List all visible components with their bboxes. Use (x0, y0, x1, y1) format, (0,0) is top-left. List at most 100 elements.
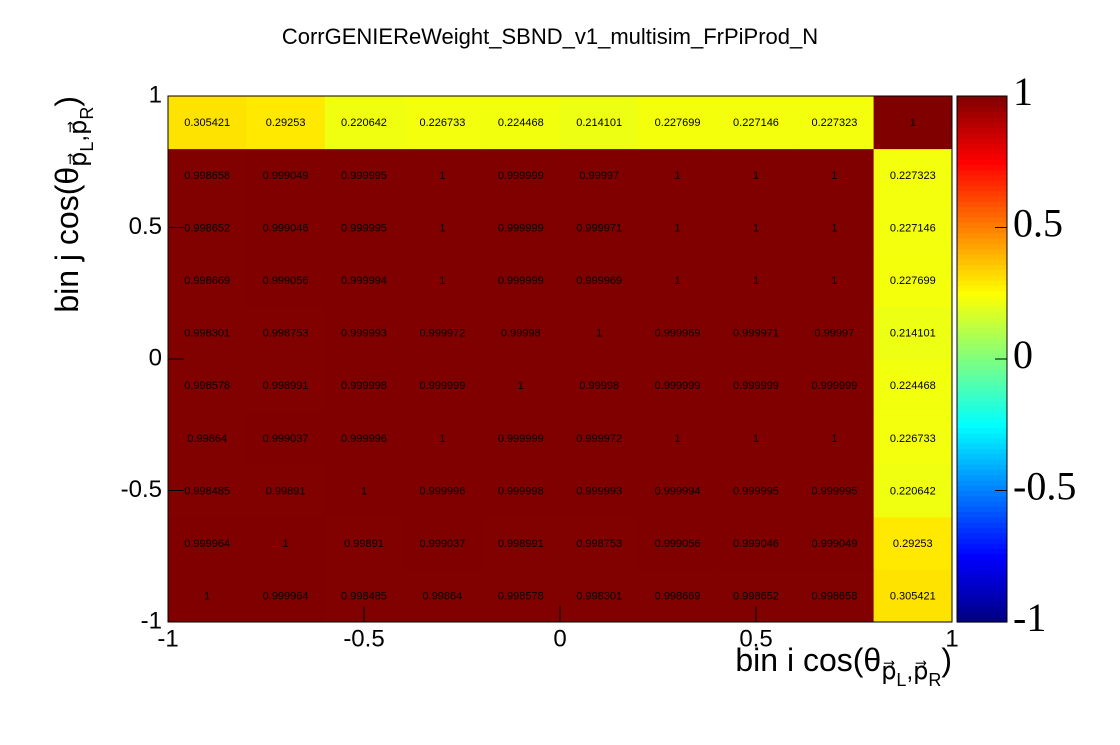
cell-label: 0.224468 (890, 380, 936, 392)
cell-label: 1 (518, 380, 524, 392)
colorbar-step (957, 174, 1007, 181)
heatmap-cell (481, 148, 561, 202)
cell-label: 0.998578 (498, 591, 544, 603)
y-tick-label: 0.5 (129, 213, 162, 240)
cell-label: 0.999037 (263, 433, 309, 445)
cell-label: 0.999996 (419, 485, 465, 497)
cell-label: 1 (831, 433, 837, 445)
colorbar-step (957, 495, 1007, 502)
heatmap-cell (403, 148, 483, 202)
cell-label: 0.227699 (890, 275, 936, 287)
colorbar-step (957, 106, 1007, 113)
heatmap-cell (168, 569, 247, 623)
colorbar-step (957, 537, 1007, 544)
colorbar-step (957, 101, 1007, 108)
heatmap-cell (481, 96, 561, 150)
heatmap-cell (873, 253, 953, 307)
heatmap-cell (560, 411, 639, 465)
heatmap-cell (795, 201, 875, 255)
heatmap-cell (795, 411, 875, 465)
heatmap-cell (481, 201, 561, 255)
colorbar-step (957, 374, 1007, 381)
cell-label: 0.998652 (733, 591, 779, 603)
heatmap-cell (324, 359, 404, 413)
cell-label: 1 (439, 222, 445, 234)
heatmap-cell (560, 569, 639, 623)
colorbar-step (957, 280, 1007, 286)
cell-label: 1 (753, 275, 759, 287)
cell-label: 0.227146 (733, 117, 779, 129)
colorbar-tick-label: 0.5 (1013, 201, 1063, 246)
colorbar-step (957, 337, 1007, 344)
cell-label: 0.999995 (341, 170, 387, 182)
colorbar-step (957, 380, 1007, 386)
heatmap-cell (403, 569, 483, 623)
heatmap-cell (716, 411, 796, 465)
heatmap-cell (873, 148, 953, 202)
cell-label: 0.999972 (419, 328, 465, 340)
heatmap-cell (560, 516, 639, 570)
x-tick-label: -0.5 (343, 625, 384, 652)
heatmap-cell (481, 516, 561, 570)
colorbar-step (957, 285, 1007, 292)
y-tick-label: 0 (149, 344, 162, 371)
axis-label-part: ,p⃗ (906, 658, 928, 685)
colorbar-step (957, 543, 1007, 549)
heatmap-cell (795, 306, 875, 360)
cell-label: 0.999999 (733, 380, 779, 392)
heatmap-cell (168, 253, 247, 307)
heatmap-cell (716, 96, 796, 150)
colorbar-step (957, 590, 1007, 597)
cell-label: 0.998669 (655, 591, 701, 603)
cell-label: 0.999056 (263, 275, 309, 287)
cell-label: 0.999964 (263, 591, 309, 603)
colorbar-step (957, 479, 1007, 486)
axis-label-part: L (77, 142, 97, 152)
heatmap-cell (716, 516, 796, 570)
colorbar-step (957, 148, 1007, 155)
cell-label: 0.220642 (341, 117, 387, 129)
colorbar-step (957, 532, 1007, 539)
heatmap-cell (873, 306, 953, 360)
cell-label: 1 (675, 275, 681, 287)
cell-label: 0.99998 (501, 328, 541, 340)
cell-label: 1 (753, 433, 759, 445)
colorbar-tick-label: -0.5 (1013, 464, 1076, 509)
colorbar-step (957, 411, 1007, 418)
heatmap-cell (324, 253, 404, 307)
heatmap-cell (246, 201, 326, 255)
heatmap-cell (403, 464, 483, 518)
heatmap-cell (403, 516, 483, 570)
chart-title: CorrGENIEReWeight_SBND_v1_multisim_FrPiP… (282, 24, 818, 49)
cell-label: 0.999999 (811, 380, 857, 392)
axis-label-part: L (896, 670, 906, 690)
axis-label: bin i cos(θp⃗L,p⃗R) (735, 642, 952, 689)
heatmap-cell (403, 96, 483, 150)
cell-label: 1 (675, 170, 681, 182)
colorbar-step (957, 96, 1007, 102)
colorbar-step (957, 585, 1007, 592)
colorbar-step (957, 222, 1007, 229)
cell-label: 0.224468 (498, 117, 544, 129)
cell-label: 0.999969 (576, 275, 622, 287)
cell-label: 0.999971 (733, 328, 779, 340)
cell-label: 0.999998 (498, 485, 544, 497)
heatmap-cell (716, 359, 796, 413)
cell-label: 0.305421 (890, 591, 936, 603)
cell-label: 1 (439, 433, 445, 445)
colorbar-step (957, 616, 1007, 623)
heatmap-cell (873, 464, 953, 518)
cell-label: 0.999999 (655, 380, 701, 392)
colorbar-step (957, 201, 1007, 208)
colorbar-step (957, 501, 1007, 507)
cell-label: 0.227146 (890, 222, 936, 234)
cell-label: 0.999971 (576, 222, 622, 234)
colorbar-step (957, 564, 1007, 570)
colorbar-step (957, 248, 1007, 255)
colorbar-step (957, 290, 1007, 297)
axis-label-part: p⃗ (65, 152, 92, 167)
cell-label: 0.998753 (576, 538, 622, 550)
heatmap-cell (168, 148, 247, 202)
heatmap-cell (168, 96, 247, 150)
heatmap-cell (638, 306, 718, 360)
